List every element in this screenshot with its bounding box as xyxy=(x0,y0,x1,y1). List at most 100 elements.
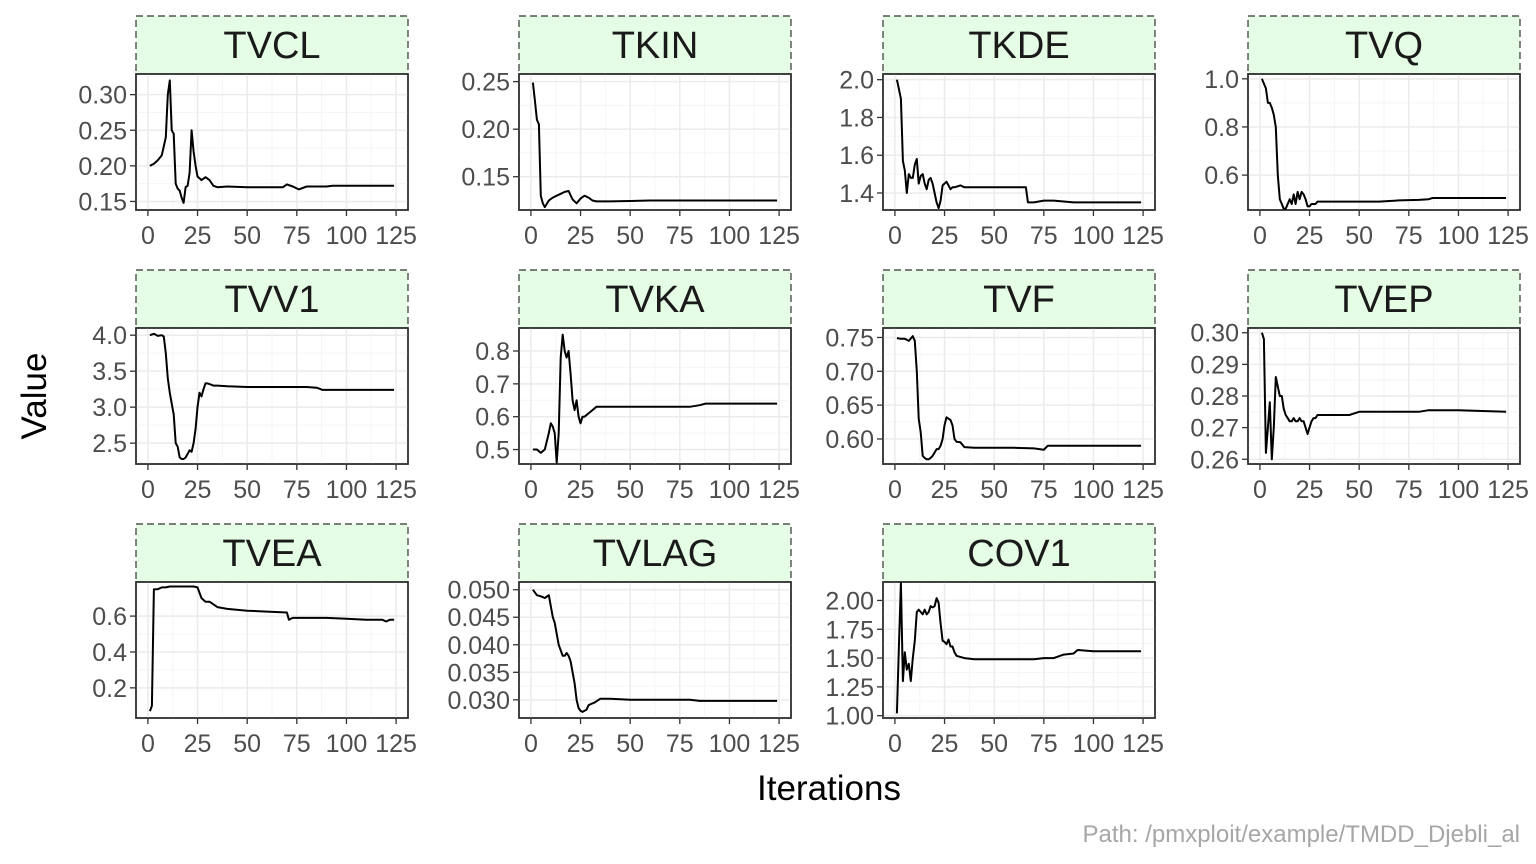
x-tick-label: 75 xyxy=(666,730,694,758)
trace-line-tkde xyxy=(895,79,1142,210)
x-tick-label: 0 xyxy=(524,222,538,250)
x-tick-label: 75 xyxy=(666,476,694,504)
y-tick-label: 1.8 xyxy=(839,104,874,132)
x-tick-label: 50 xyxy=(233,476,261,504)
y-tick-label: 0.30 xyxy=(1190,320,1239,348)
x-tick-label: 100 xyxy=(709,730,751,758)
x-tick-label: 75 xyxy=(283,476,311,504)
y-tick-label: 0.60 xyxy=(825,426,874,454)
x-tick-label: 100 xyxy=(1438,222,1480,250)
plot-border-tkde xyxy=(882,73,1156,211)
x-tick-label: 75 xyxy=(283,222,311,250)
x-tick-label: 25 xyxy=(184,476,212,504)
x-tick-label: 125 xyxy=(758,222,800,250)
plot-border-tvea xyxy=(135,581,409,719)
plot-border-tvlag xyxy=(518,581,792,719)
trace-line-tvep xyxy=(1260,332,1507,461)
gridlines-tvea xyxy=(136,582,408,718)
y-tick-label: 3.5 xyxy=(92,358,127,386)
x-tick-label: 0 xyxy=(524,730,538,758)
x-tick-label: 50 xyxy=(616,730,644,758)
panel-cov1: COV1 0 25 50 75 100 125 1.001.251.501.752.00 xyxy=(825,523,1164,758)
x-tick-label: 0 xyxy=(888,476,902,504)
y-tick-label: 0.8 xyxy=(1204,114,1239,142)
y-tick-label: 2.00 xyxy=(825,587,874,615)
y-tick-label: 1.0 xyxy=(1204,66,1239,94)
y-tick-label: 0.28 xyxy=(1190,383,1239,411)
panel-tvka: TVKA 0 25 50 75 100 125 0.5 0.6 0.7 0.8 xyxy=(475,269,800,504)
y-tick-label: 0.8 xyxy=(475,338,510,366)
strip-label-tvlag: TVLAG xyxy=(593,533,718,575)
x-tick-label: 100 xyxy=(326,476,368,504)
x-axis-title: Iterations xyxy=(757,769,901,808)
y-tick-label: 0.15 xyxy=(78,188,127,216)
y-tick-label: 1.00 xyxy=(825,703,874,731)
x-tick-label: 75 xyxy=(1030,222,1058,250)
strip-tvlag xyxy=(518,523,792,583)
x-tick-label: 125 xyxy=(1487,222,1529,250)
x-tick-label: 75 xyxy=(283,730,311,758)
strip-label-tvf: TVF xyxy=(983,279,1055,321)
x-tick-label: 0 xyxy=(141,222,155,250)
gridlines-tkin xyxy=(519,74,791,210)
trace-line-tkin xyxy=(531,82,778,209)
x-tick-label: 25 xyxy=(1296,222,1324,250)
x-tick-label: 0 xyxy=(888,730,902,758)
plot-border-tvv1 xyxy=(135,327,409,465)
strip-tvep xyxy=(1247,269,1521,329)
x-tick-label: 75 xyxy=(1395,222,1423,250)
strip-tvv1 xyxy=(135,269,409,329)
strip-label-tvv1: TVV1 xyxy=(224,279,319,321)
strip-tvq xyxy=(1247,15,1521,75)
x-tick-label: 100 xyxy=(709,222,751,250)
x-tick-label: 50 xyxy=(233,222,261,250)
y-tick-label: 0.20 xyxy=(78,153,127,181)
x-tick-label: 25 xyxy=(931,730,959,758)
y-tick-label: 0.2 xyxy=(92,675,127,703)
gridlines-tvlag xyxy=(519,582,791,718)
y-tick-label: 2.0 xyxy=(839,67,874,95)
strip-label-tvq: TVQ xyxy=(1345,25,1423,67)
x-tick-label: 0 xyxy=(888,222,902,250)
y-tick-label: 3.0 xyxy=(92,394,127,422)
x-tick-label: 100 xyxy=(1073,222,1115,250)
x-tick-label: 50 xyxy=(616,222,644,250)
x-tick-label: 25 xyxy=(567,730,595,758)
trace-line-tvea xyxy=(148,585,395,712)
y-tick-label: 0.7 xyxy=(475,371,510,399)
x-tick-label: 100 xyxy=(1073,730,1115,758)
strip-label-tvcl: TVCL xyxy=(223,25,320,67)
panel-tvq: TVQ 0 25 50 75 100 125 0.6 0.8 1.0 xyxy=(1204,15,1529,250)
x-tick-label: 75 xyxy=(1030,730,1058,758)
y-tick-label: 0.26 xyxy=(1190,446,1239,474)
strip-tkin xyxy=(518,15,792,75)
x-tick-label: 50 xyxy=(980,730,1008,758)
x-tick-label: 100 xyxy=(709,476,751,504)
x-tick-label: 100 xyxy=(1073,476,1115,504)
x-tick-label: 125 xyxy=(1122,476,1164,504)
strip-tvf xyxy=(882,269,1156,329)
plot-border-tvcl xyxy=(135,73,409,211)
trace-line-tvcl xyxy=(149,79,395,204)
y-tick-label: 0.040 xyxy=(447,632,510,660)
x-tick-label: 25 xyxy=(931,222,959,250)
y-tick-label: 1.50 xyxy=(825,645,874,673)
x-tick-label: 125 xyxy=(1122,730,1164,758)
panel-tvf: TVF 0 25 50 75 100 125 0.60 0.65 0.70 0.75 xyxy=(825,269,1164,504)
panel-tkin: TKIN 0 25 50 75 100 125 0.15 0.20 0.25 xyxy=(461,15,800,250)
y-tick-label: 2.5 xyxy=(92,430,127,458)
x-tick-label: 50 xyxy=(616,476,644,504)
trace-line-tvf xyxy=(896,335,1142,461)
x-tick-label: 100 xyxy=(1438,476,1480,504)
trace-line-tvq xyxy=(1260,78,1507,210)
gridlines-tvep xyxy=(1248,328,1520,464)
y-tick-label: 0.5 xyxy=(475,437,510,465)
x-tick-label: 50 xyxy=(1345,476,1373,504)
x-tick-label: 125 xyxy=(375,222,417,250)
x-tick-label: 125 xyxy=(758,476,800,504)
x-tick-label: 50 xyxy=(1345,222,1373,250)
y-tick-label: 0.75 xyxy=(825,324,874,352)
y-tick-label: 0.30 xyxy=(78,82,127,110)
x-tick-label: 125 xyxy=(758,730,800,758)
